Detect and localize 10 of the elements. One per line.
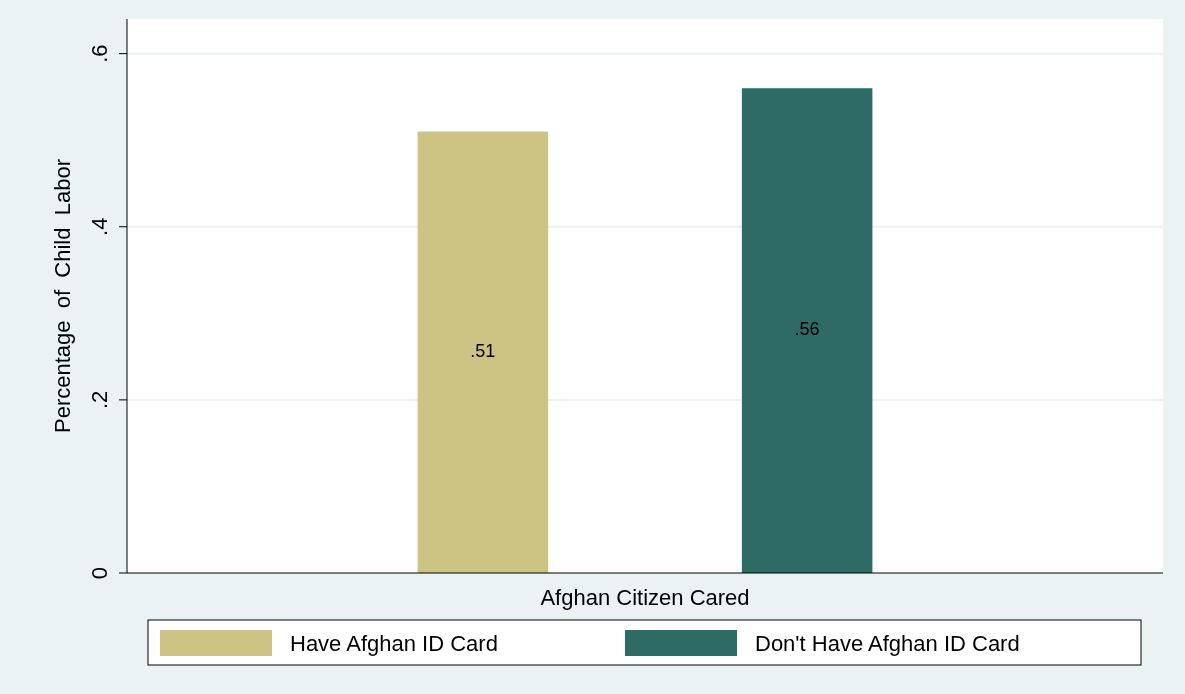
y-tick-label: 0 bbox=[87, 566, 112, 580]
y-tick-label: .4 bbox=[87, 217, 112, 236]
data-label: .56 bbox=[794, 319, 820, 340]
y-tick-label: .2 bbox=[87, 390, 112, 410]
x-tick-label: Afghan Citizen Cared bbox=[540, 585, 750, 610]
text: Don't Have Afghan ID Card bbox=[755, 631, 1020, 656]
y-tick-label: .6 bbox=[87, 44, 112, 63]
data-label: .51 bbox=[470, 341, 496, 362]
text: Have Afghan ID Card bbox=[290, 631, 498, 656]
y-axis-title: Percentage of Child Labor bbox=[50, 159, 75, 433]
